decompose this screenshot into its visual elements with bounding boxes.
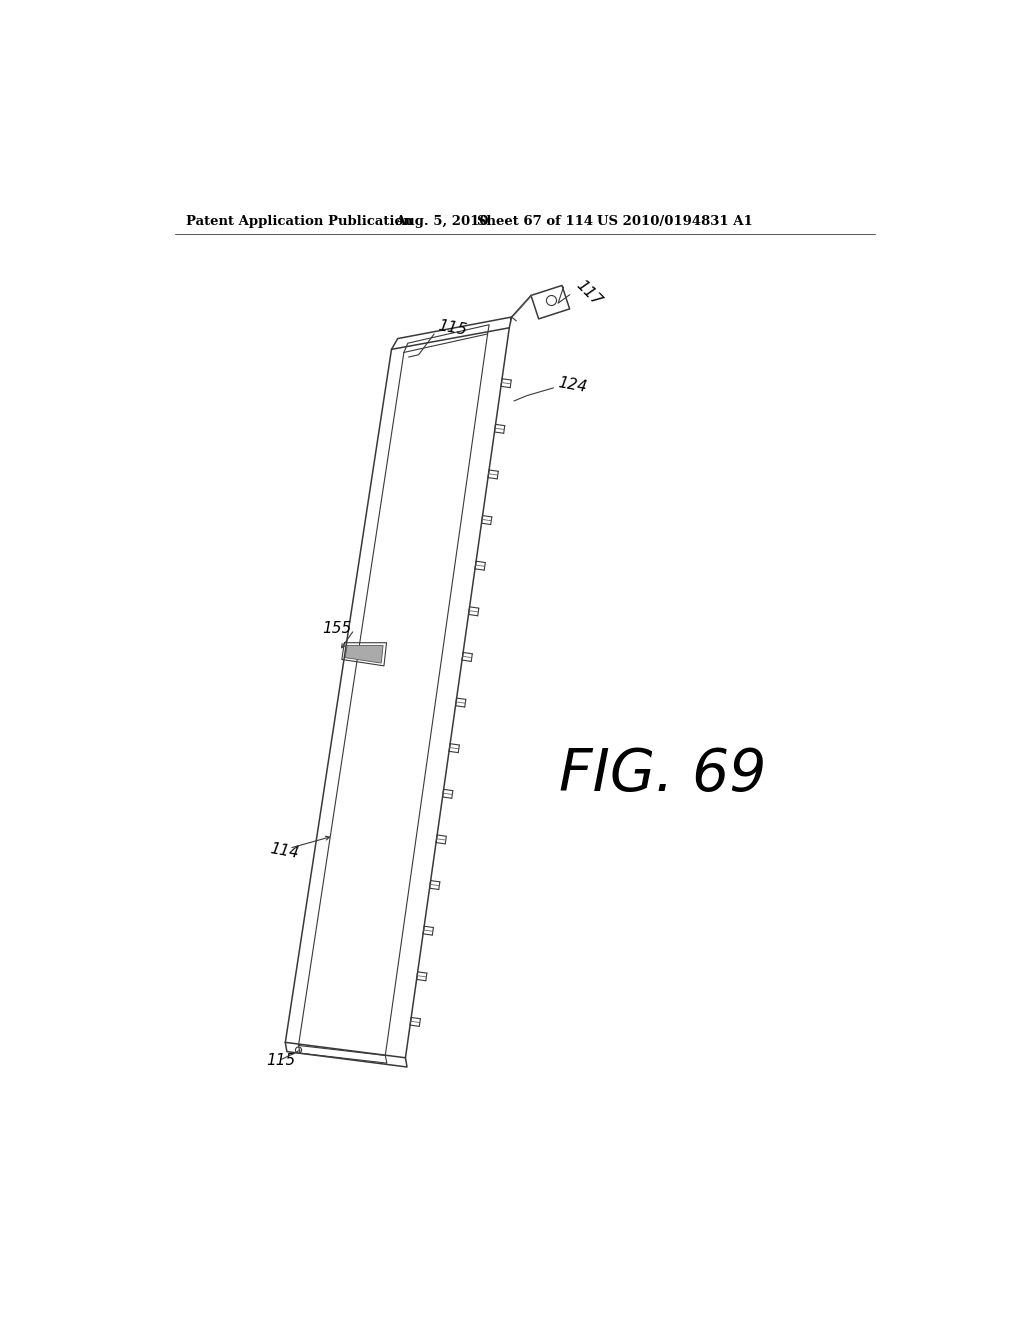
Text: 114: 114: [269, 841, 300, 862]
Text: Aug. 5, 2010: Aug. 5, 2010: [395, 215, 488, 227]
Text: 115: 115: [266, 1053, 295, 1068]
Polygon shape: [345, 645, 383, 663]
Text: Sheet 67 of 114: Sheet 67 of 114: [477, 215, 593, 227]
Text: FIG. 69: FIG. 69: [559, 746, 766, 803]
Text: 117: 117: [573, 277, 605, 309]
Text: US 2010/0194831 A1: US 2010/0194831 A1: [597, 215, 753, 227]
Text: Patent Application Publication: Patent Application Publication: [186, 215, 413, 227]
Text: 155: 155: [322, 620, 351, 636]
Text: 115: 115: [436, 318, 468, 338]
Text: 124: 124: [557, 376, 588, 396]
